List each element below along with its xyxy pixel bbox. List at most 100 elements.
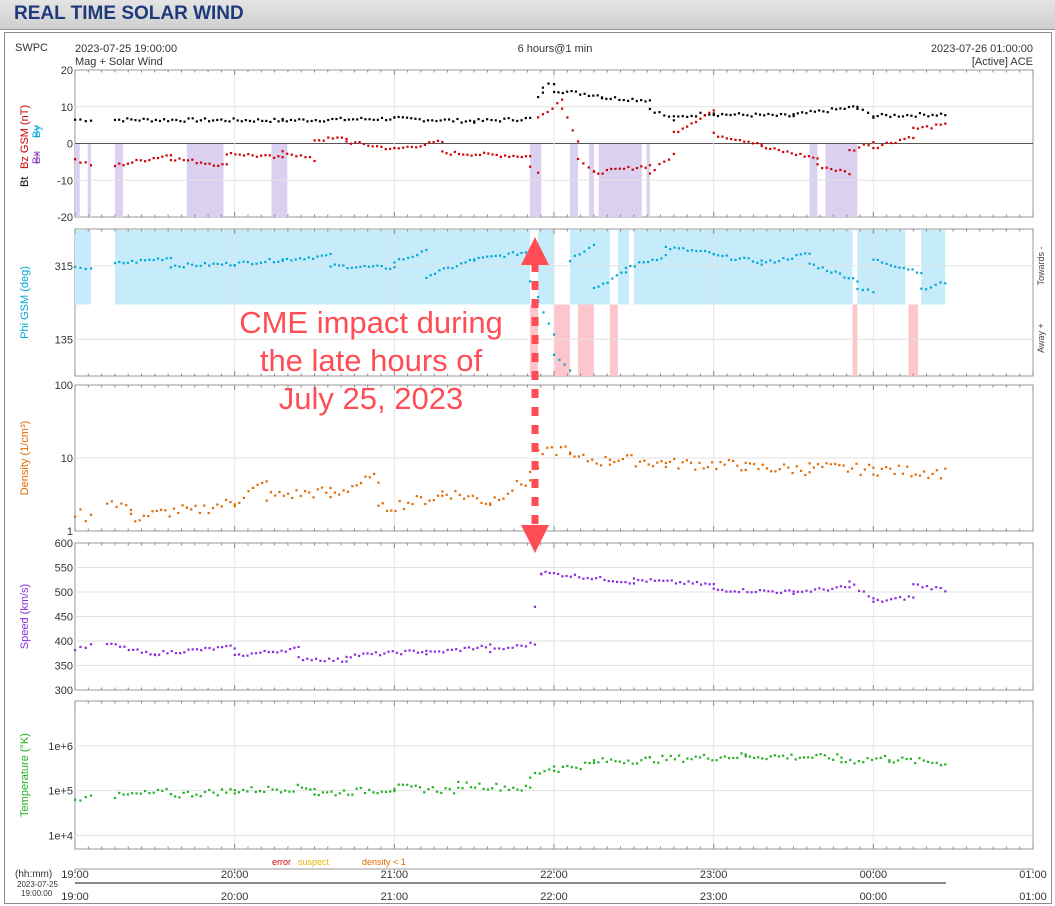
data-point-temperature — [212, 791, 215, 794]
data-point-bt — [273, 117, 276, 120]
data-point-temperature — [431, 786, 434, 789]
data-point-speed — [775, 591, 778, 595]
data-point-density — [541, 453, 544, 456]
data-point-temperature — [326, 791, 329, 794]
data-point-speed — [637, 578, 640, 582]
data-point-temperature — [623, 762, 626, 765]
data-point-bz-gsm — [74, 158, 77, 161]
data-point-bz-gsm — [529, 165, 532, 168]
data-point-speed — [446, 648, 449, 651]
data-point-phi-gsm — [660, 257, 663, 260]
data-point-bt — [605, 97, 608, 100]
y-tick-label: 300 — [55, 685, 73, 697]
data-point-bt — [889, 115, 892, 118]
data-point-temperature — [698, 756, 701, 759]
data-point-density — [520, 483, 523, 486]
data-point-bz-gsm — [807, 155, 811, 158]
data-point-bz-gsm — [560, 107, 564, 110]
data-point-temperature — [199, 795, 202, 798]
data-point-speed — [425, 649, 428, 652]
data-point-bt — [712, 113, 715, 117]
data-point-temperature — [186, 790, 190, 793]
data-point-speed — [511, 646, 514, 649]
data-point-temperature — [529, 776, 532, 779]
data-point-bt — [216, 118, 219, 122]
data-point-speed — [628, 582, 631, 585]
data-point-density — [617, 459, 620, 462]
data-point-temperature — [597, 761, 600, 764]
data-point-temperature — [380, 790, 383, 793]
data-point-density — [346, 490, 350, 493]
data-point-phi-gsm — [769, 259, 772, 262]
data-point-temperature — [892, 761, 895, 764]
data-point-speed — [645, 580, 648, 583]
data-point-bt — [356, 118, 359, 121]
data-point-phi-gsm — [384, 267, 388, 270]
annotation-arrow-head-up — [521, 237, 549, 265]
data-point-bz-gsm — [903, 137, 906, 141]
data-point-phi-gsm — [673, 246, 676, 249]
data-point-density — [320, 486, 324, 489]
data-point-temperature — [410, 785, 413, 788]
data-point-speed — [607, 579, 610, 583]
data-point-bz-gsm — [857, 146, 861, 149]
data-point-speed — [742, 588, 745, 591]
data-point-bt — [587, 94, 591, 98]
data-point-temperature — [300, 786, 304, 789]
data-point-speed — [179, 652, 182, 655]
data-point-speed — [280, 649, 283, 652]
data-point-density — [715, 467, 718, 471]
data-point-bz-gsm — [658, 162, 661, 166]
data-point-bz-gsm — [912, 136, 915, 140]
time-start-label: 19:00:00 — [21, 889, 53, 898]
data-point-phi-gsm — [455, 265, 458, 268]
data-point-temperature — [376, 792, 379, 795]
data-point-bt — [596, 94, 599, 97]
data-point-density — [467, 495, 470, 498]
subtitle-label: Mag + Solar Wind — [75, 56, 163, 68]
data-point-density — [251, 486, 255, 489]
data-point-temperature — [905, 757, 908, 761]
data-point-temperature — [786, 757, 789, 760]
data-point-speed — [345, 655, 348, 658]
data-point-speed — [925, 584, 929, 588]
data-point-bz-gsm — [890, 141, 893, 145]
data-point-temperature — [719, 756, 722, 759]
data-point-temperature — [802, 756, 806, 759]
data-point-phi-gsm — [602, 282, 605, 285]
data-point-speed — [872, 597, 875, 600]
data-point-phi-gsm — [156, 257, 160, 260]
data-point-phi-gsm — [520, 251, 523, 255]
data-point-speed — [387, 650, 390, 653]
data-point-density — [164, 509, 167, 512]
data-point-density — [795, 465, 798, 468]
data-point-bt — [906, 113, 909, 117]
data-point-density — [194, 504, 197, 507]
data-point-bt — [310, 119, 313, 123]
data-point-bz-gsm — [541, 113, 545, 116]
data-point-speed — [620, 581, 623, 584]
data-point-bt — [914, 115, 917, 118]
data-point-speed — [127, 648, 130, 652]
data-point-bt — [339, 116, 342, 119]
data-point-speed — [792, 592, 795, 596]
data-point-bz-gsm — [195, 162, 198, 165]
data-point-speed — [502, 647, 505, 651]
data-point-density — [689, 461, 693, 464]
data-point-bz-gsm — [299, 154, 303, 157]
data-point-bz-gsm — [453, 150, 456, 153]
data-point-speed — [421, 651, 424, 654]
data-point-phi-gsm — [664, 254, 667, 257]
time-date-label: 2023-07-25 — [17, 880, 58, 889]
data-point-speed — [208, 646, 211, 650]
data-point-speed — [687, 580, 690, 583]
data-point-bz-gsm — [885, 141, 888, 144]
data-point-bt — [792, 114, 795, 118]
data-point-bt — [737, 112, 741, 115]
data-point-phi-gsm — [233, 264, 236, 267]
data-point-temperature — [313, 793, 316, 796]
data-point-phi-gsm — [442, 267, 445, 270]
y-tick-label: 10 — [61, 453, 73, 465]
data-point-bz-gsm — [406, 145, 409, 148]
data-point-temperature — [849, 758, 852, 762]
